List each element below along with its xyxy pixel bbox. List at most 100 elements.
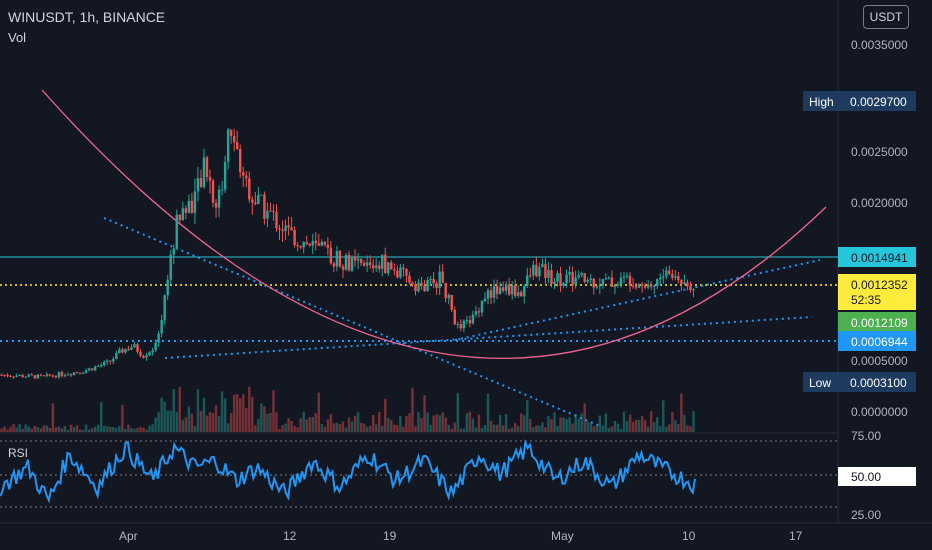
volume-bar bbox=[287, 418, 290, 432]
candle-body bbox=[232, 136, 236, 143]
volume-bar bbox=[381, 425, 384, 432]
volume-bar bbox=[33, 425, 36, 432]
volume-bar bbox=[677, 424, 680, 432]
candle-body bbox=[142, 355, 145, 358]
volume-bar bbox=[245, 408, 248, 432]
candle-body bbox=[90, 368, 94, 371]
symbol-title[interactable]: WINUSDT, 1h, BINANCE bbox=[8, 9, 166, 25]
volume-bar bbox=[359, 422, 363, 432]
candle-body bbox=[381, 254, 384, 269]
support-badge: 0.0006944 bbox=[838, 331, 916, 351]
volume-bar bbox=[293, 426, 296, 432]
volume-bar bbox=[290, 421, 293, 432]
volume-bar bbox=[659, 426, 662, 432]
candle-body bbox=[211, 180, 215, 203]
volume-bar bbox=[63, 426, 67, 432]
candle-body bbox=[199, 178, 203, 187]
candle-body bbox=[33, 375, 36, 379]
candle-body bbox=[54, 375, 58, 378]
candle-body bbox=[338, 250, 342, 267]
volume-bar bbox=[640, 415, 644, 432]
candle-body bbox=[510, 285, 514, 295]
currency-button[interactable]: USDT bbox=[863, 5, 909, 29]
volume-bar bbox=[196, 389, 200, 432]
volume-bar bbox=[27, 426, 30, 432]
volume-bar bbox=[498, 415, 502, 432]
volume-bar bbox=[607, 427, 611, 432]
volume-bar bbox=[353, 415, 357, 432]
candle-body bbox=[393, 269, 396, 271]
volume-bar bbox=[438, 415, 441, 432]
candle-body bbox=[214, 202, 218, 208]
candle-body bbox=[468, 320, 472, 324]
volume-bar bbox=[622, 411, 626, 432]
candle-body bbox=[284, 225, 287, 232]
candle-body bbox=[444, 282, 447, 299]
volume-bar bbox=[39, 428, 43, 432]
candle-body bbox=[483, 298, 487, 302]
volume-bar bbox=[257, 418, 260, 432]
candle-body bbox=[453, 309, 456, 325]
candle-body bbox=[118, 349, 121, 354]
volume-legend[interactable]: Vol bbox=[8, 30, 27, 45]
volume-bar bbox=[556, 425, 559, 432]
candle-body bbox=[625, 275, 629, 277]
candle-body bbox=[390, 262, 393, 270]
candle-body bbox=[48, 374, 52, 376]
volume-bar bbox=[649, 411, 653, 432]
volume-bar bbox=[471, 418, 475, 432]
volume-bar bbox=[317, 392, 321, 432]
candle-body bbox=[81, 372, 85, 374]
volume-bar bbox=[637, 419, 641, 432]
volume-bar bbox=[214, 405, 218, 432]
candle-body bbox=[583, 273, 586, 282]
volume-bar bbox=[595, 425, 599, 432]
volume-bar bbox=[350, 421, 354, 432]
candle-body bbox=[63, 375, 67, 377]
candle-body bbox=[517, 292, 520, 296]
volume-bar bbox=[652, 422, 656, 432]
candle-body bbox=[459, 324, 463, 329]
candle-body bbox=[133, 344, 136, 348]
volume-bar bbox=[115, 427, 118, 432]
candle-body bbox=[36, 374, 39, 379]
candle-body bbox=[78, 372, 82, 374]
candle-body bbox=[607, 277, 611, 279]
rsi-tick-label: 25.00 bbox=[851, 508, 881, 522]
candle-body bbox=[447, 294, 450, 299]
candle-body bbox=[239, 148, 242, 173]
volume-bar bbox=[411, 387, 414, 432]
volume-bar bbox=[106, 426, 109, 432]
candle-body bbox=[148, 352, 151, 356]
candle-body bbox=[365, 262, 369, 266]
volume-bar bbox=[242, 394, 245, 432]
candle-body bbox=[226, 129, 230, 162]
volume-bar bbox=[160, 397, 163, 432]
volume-bar bbox=[559, 417, 562, 432]
volume-bar bbox=[571, 423, 574, 432]
volume-bar bbox=[78, 429, 82, 432]
candle-body bbox=[124, 348, 127, 353]
volume-bar bbox=[157, 411, 160, 432]
candle-body bbox=[87, 368, 91, 371]
volume-bar bbox=[365, 426, 369, 432]
volume-bar bbox=[127, 424, 130, 432]
volume-bar bbox=[541, 422, 544, 432]
volume-bar bbox=[60, 428, 64, 432]
volume-bar bbox=[399, 415, 402, 432]
rsi-current-badge: 50.00 bbox=[838, 467, 916, 486]
volume-bar bbox=[668, 424, 671, 432]
volume-bar bbox=[30, 428, 33, 432]
volume-bar bbox=[450, 428, 453, 432]
candle-body bbox=[347, 254, 351, 271]
volume-bar bbox=[3, 426, 6, 432]
volume-bar bbox=[646, 426, 650, 432]
candle-body bbox=[580, 273, 583, 276]
volume-bar bbox=[374, 424, 378, 432]
volume-bar bbox=[462, 428, 466, 432]
candle-body bbox=[103, 361, 106, 366]
volume-bar bbox=[423, 395, 426, 432]
rsi-legend[interactable]: RSI bbox=[8, 446, 29, 460]
